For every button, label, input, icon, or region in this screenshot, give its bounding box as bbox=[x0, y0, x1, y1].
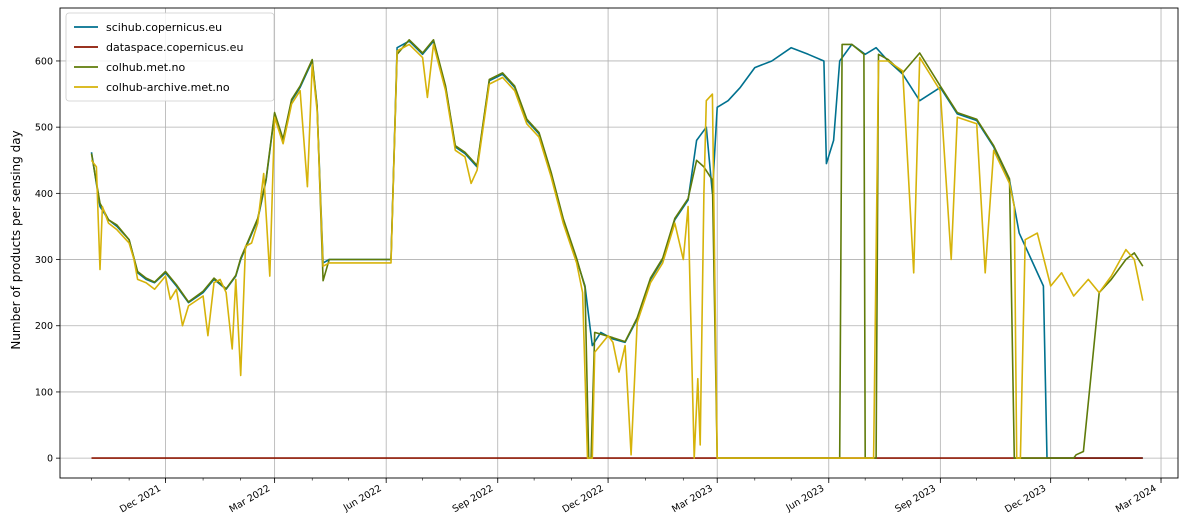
plot-frame bbox=[59, 7, 1179, 479]
legend-label: colhub-archive.met.no bbox=[106, 81, 230, 94]
grid-lines bbox=[60, 8, 1178, 478]
y-axis-label: Number of products per sensing day bbox=[9, 130, 23, 349]
y-tick-label: 400 bbox=[35, 189, 53, 200]
x-tick-label: Jun 2023 bbox=[783, 483, 826, 514]
y-tick-label: 500 bbox=[35, 123, 53, 134]
legend-label: scihub.copernicus.eu bbox=[106, 21, 222, 34]
x-tick-label: Dec 2023 bbox=[1003, 483, 1048, 515]
x-tick-label: Mar 2023 bbox=[670, 483, 715, 515]
y-tick-label: 300 bbox=[35, 255, 53, 266]
x-tick-label: Dec 2021 bbox=[118, 483, 163, 515]
legend-label: colhub.met.no bbox=[106, 61, 186, 74]
x-tick-label: Mar 2024 bbox=[1114, 483, 1159, 515]
x-tick-label: Mar 2022 bbox=[228, 483, 273, 515]
series-line-colhub-archive-met-no bbox=[90, 43, 1144, 459]
x-tick-label: Dec 2022 bbox=[561, 483, 606, 515]
x-tick-label: Sep 2022 bbox=[451, 483, 496, 515]
legend-box bbox=[65, 12, 275, 102]
x-tick-label: Jun 2022 bbox=[341, 483, 384, 514]
y-tick-label: 600 bbox=[35, 56, 53, 67]
x-tick-label: Sep 2023 bbox=[893, 483, 938, 515]
series-line-scihub-copernicus-eu bbox=[90, 40, 1143, 459]
series-lines bbox=[90, 39, 1144, 459]
y-tick-label: 200 bbox=[35, 321, 53, 332]
legend-label: dataspace.copernicus.eu bbox=[106, 41, 243, 54]
y-axis-label-group: Number of products per sensing day bbox=[9, 130, 23, 349]
legend: scihub.copernicus.eu dataspace.copernicus… bbox=[65, 12, 275, 102]
y-tick-label: 0 bbox=[47, 454, 53, 465]
series-line-colhub-met-no bbox=[90, 39, 1144, 459]
y-tick-label: 100 bbox=[35, 387, 53, 398]
